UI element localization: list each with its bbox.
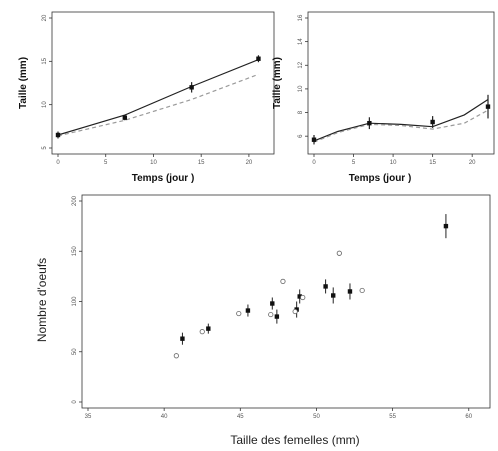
y-tick-label: 10 <box>42 101 48 108</box>
x-tick-label: 5 <box>104 160 108 166</box>
y-tick-label: 20 <box>42 14 48 21</box>
y-tick-label: 14 <box>298 38 304 45</box>
x-axis-title: Temps (jour ) <box>349 173 412 184</box>
x-tick-label: 0 <box>56 160 60 166</box>
data-point <box>189 85 194 90</box>
x-tick-label: 0 <box>312 160 316 166</box>
dashed-series-line <box>313 109 489 143</box>
filled-point <box>347 289 353 294</box>
x-tick-label: 20 <box>246 160 253 166</box>
y-tick-label: 12 <box>298 61 304 68</box>
plot-frame <box>81 194 491 409</box>
filled-point <box>245 308 251 313</box>
x-tick-label: 20 <box>469 160 476 166</box>
open-point <box>199 329 205 335</box>
x-tick-label: 55 <box>389 414 396 420</box>
tick-layer: 35 40 45 50 55 60 0 50 100 150 200 <box>72 195 473 420</box>
open-point <box>236 310 242 317</box>
open-point <box>300 294 306 301</box>
y-tick-label: 100 <box>72 296 78 307</box>
filled-point <box>443 223 449 229</box>
series-layer <box>173 214 449 359</box>
open-point <box>292 308 298 315</box>
y-axis-title: Nombre d'oeufs <box>35 258 49 342</box>
plot-frame <box>307 11 495 155</box>
filled-point <box>274 314 280 319</box>
tick-layer: 0 5 10 15 20 5 10 15 20 <box>42 14 253 166</box>
series-layer <box>311 94 491 145</box>
x-tick-label: 60 <box>465 414 472 420</box>
series-layer <box>55 55 261 139</box>
y-tick-label: 50 <box>72 348 78 355</box>
data-point <box>55 132 61 138</box>
filled-point <box>180 336 185 341</box>
y-tick-label: 150 <box>72 246 78 257</box>
plot-frame <box>51 11 275 155</box>
y-tick-label: 5 <box>42 146 48 150</box>
open-point <box>359 287 365 294</box>
growth-chart-left: 0 5 10 15 20 5 10 15 20 Temps (jour ) Taille (mm… <box>18 11 275 184</box>
data-point <box>367 120 372 126</box>
tick-layer: 0 5 10 15 20 6 8 10 12 14 16 <box>298 14 476 166</box>
data-point <box>430 119 435 125</box>
open-point <box>268 311 274 318</box>
solid-series-line <box>313 98 489 142</box>
y-axis-title: Taille (mm) <box>272 57 283 109</box>
x-tick-label: 15 <box>198 160 205 166</box>
y-tick-label: 6 <box>298 134 304 138</box>
filled-point <box>323 284 328 289</box>
x-axis-title: Taille des femelles (mm) <box>230 433 359 447</box>
y-tick-label: 200 <box>72 195 78 206</box>
x-tick-label: 45 <box>237 414 244 420</box>
y-axis-title: Taille (mm) <box>18 57 29 109</box>
x-axis-title: Temps (jour ) <box>132 173 195 184</box>
x-tick-label: 50 <box>313 414 320 420</box>
filled-point <box>331 293 336 298</box>
filled-point <box>206 326 211 331</box>
x-tick-label: 35 <box>85 414 92 420</box>
filled-point <box>270 301 275 306</box>
filled-point <box>297 294 302 299</box>
open-point <box>173 353 179 359</box>
x-tick-label: 15 <box>429 160 436 166</box>
y-tick-label: 8 <box>298 110 304 114</box>
x-tick-label: 5 <box>352 160 356 166</box>
x-tick-label: 10 <box>390 160 397 166</box>
data-point <box>311 137 317 142</box>
y-tick-label: 16 <box>298 14 304 21</box>
eggs-scatter-chart: 35 40 45 50 55 60 0 50 100 150 200 Taille des feme… <box>35 194 491 447</box>
y-tick-label: 10 <box>298 85 304 92</box>
x-tick-label: 40 <box>161 414 168 420</box>
data-point <box>122 115 128 120</box>
growth-chart-right: 0 5 10 15 20 6 8 10 12 14 16 Temps (jour ) Taille … <box>272 11 495 184</box>
open-point <box>336 250 342 256</box>
x-tick-label: 10 <box>150 160 157 166</box>
solid-series-line <box>57 59 259 136</box>
y-tick-label: 0 <box>72 400 78 404</box>
open-point <box>280 278 286 284</box>
data-point <box>256 56 261 61</box>
y-tick-label: 15 <box>42 57 48 64</box>
data-point <box>485 104 491 109</box>
